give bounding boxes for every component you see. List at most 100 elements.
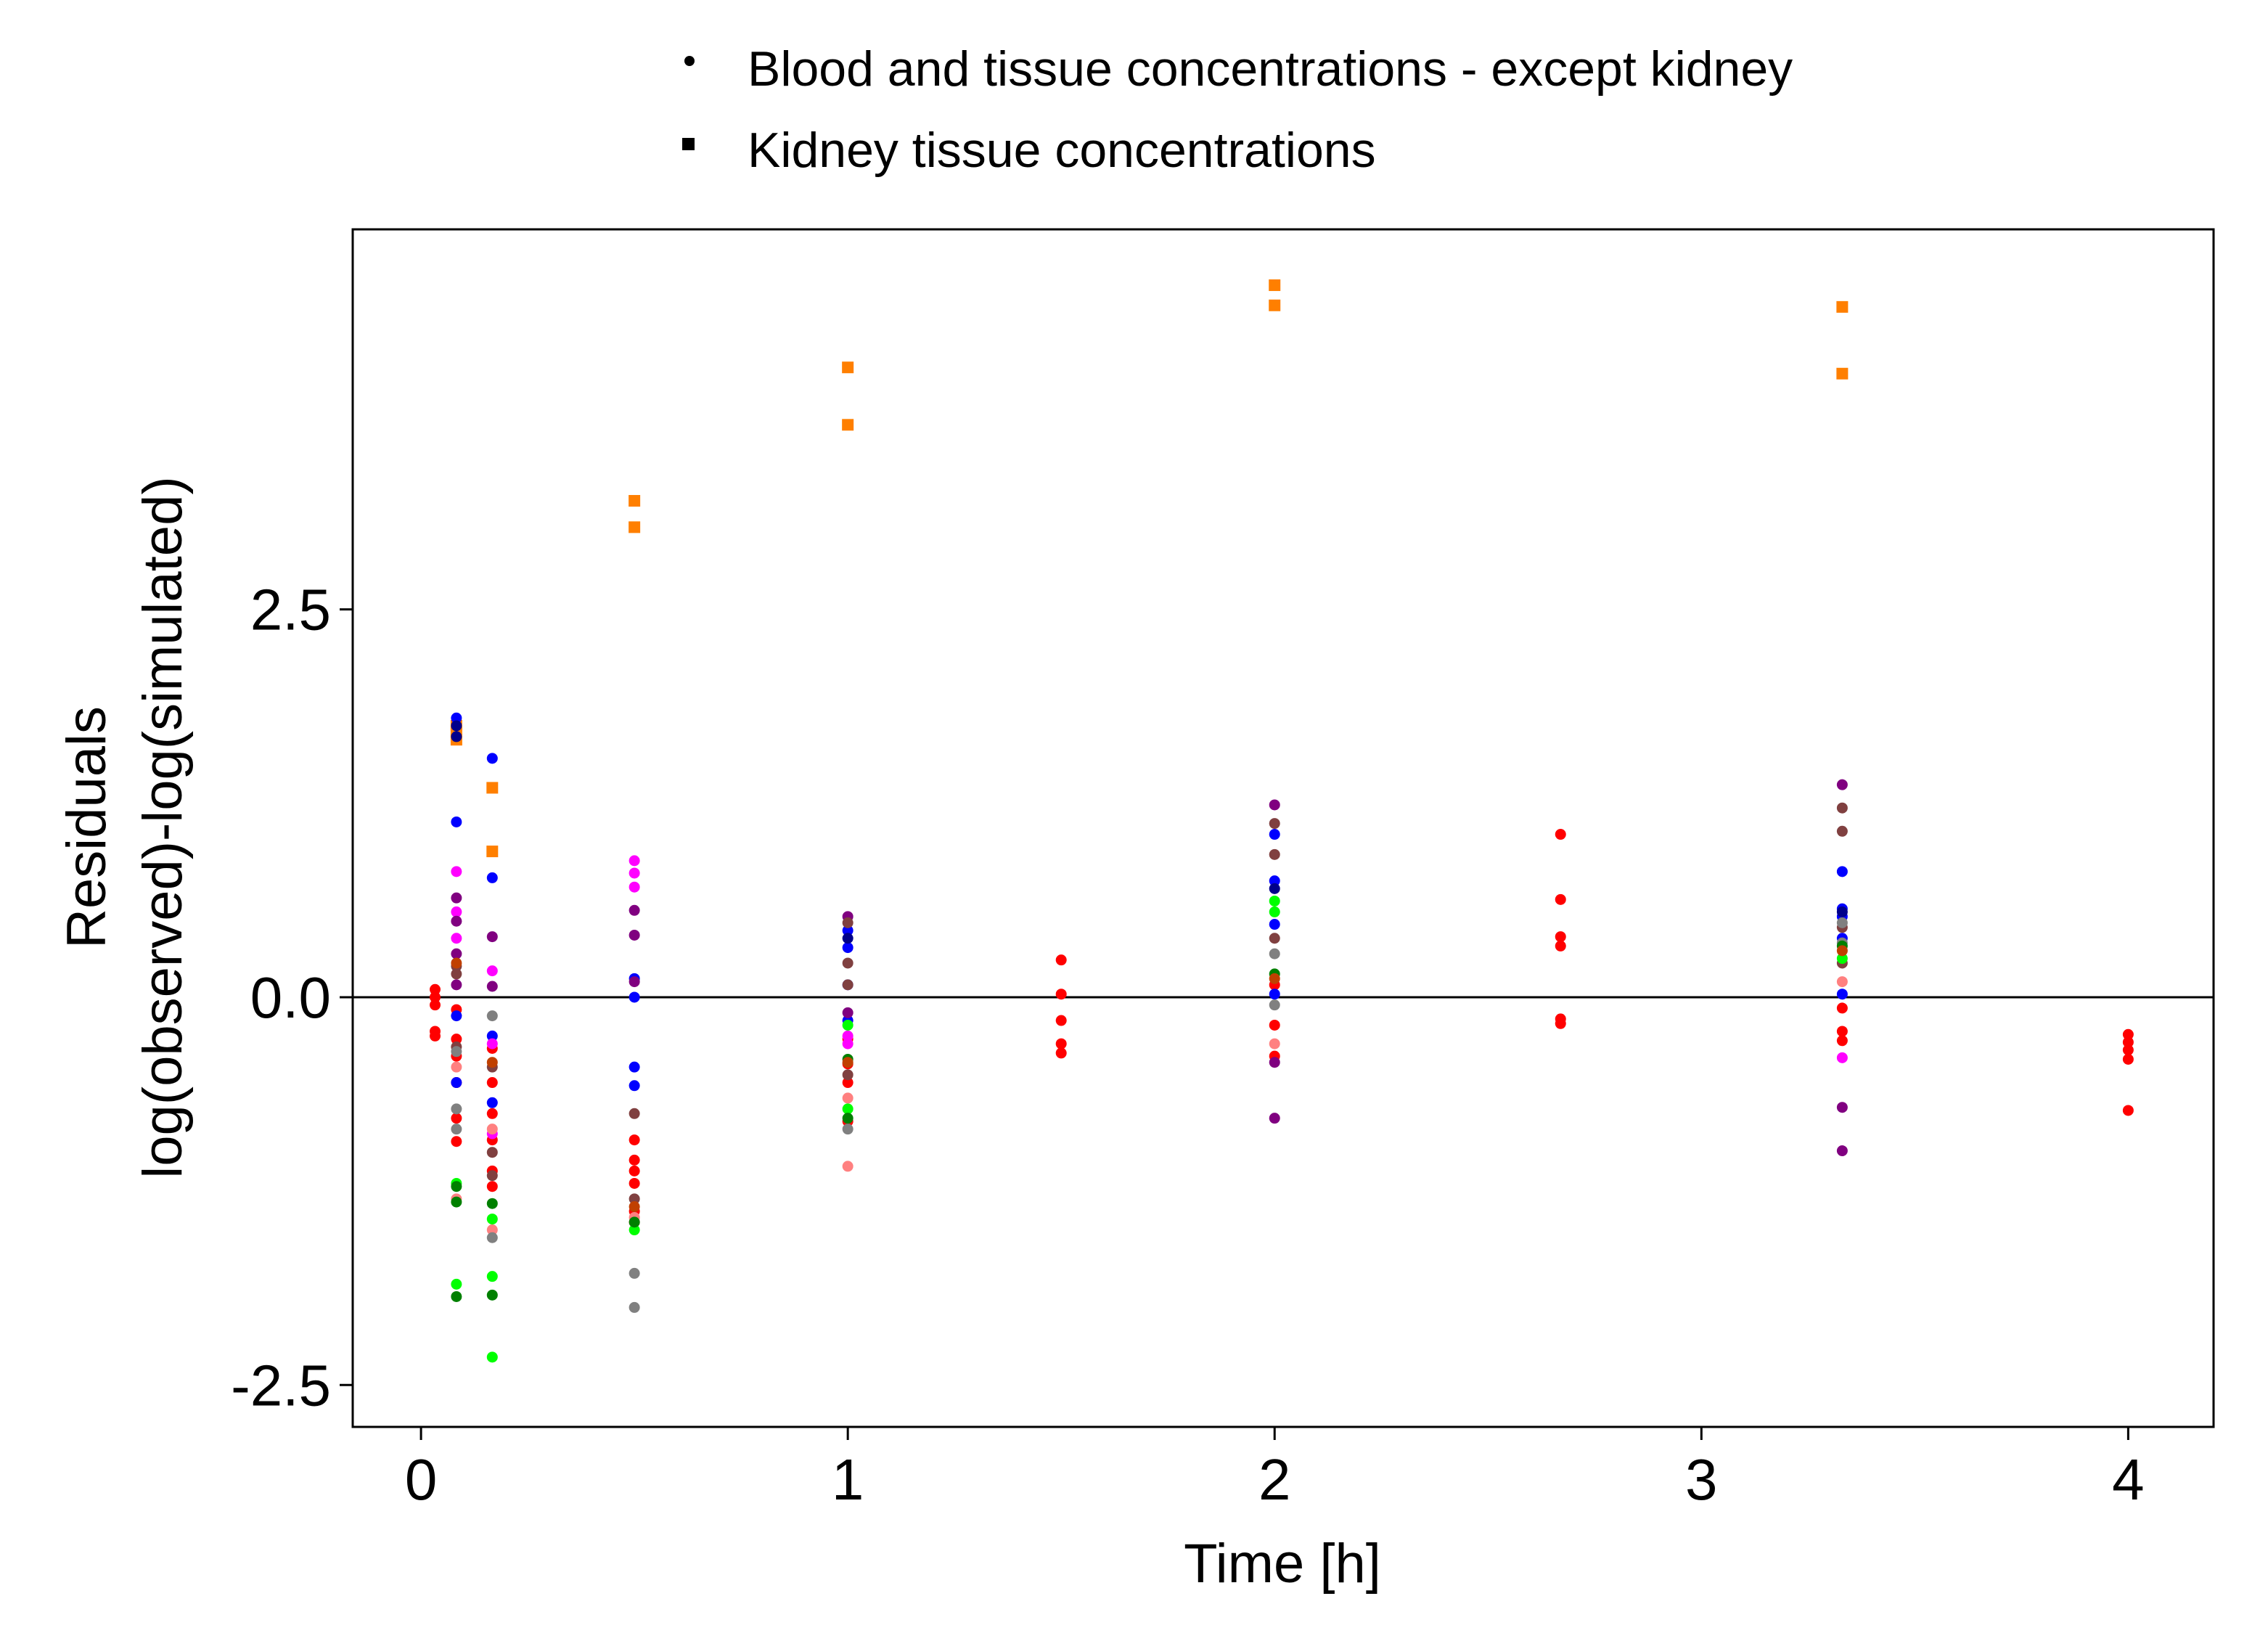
blood-tissue-data-point	[451, 1113, 462, 1124]
blood-tissue-data-point	[1269, 875, 1280, 887]
blood-tissue-data-point	[429, 983, 441, 995]
x-axis-title: Time [h]	[1184, 1533, 1381, 1595]
blood-tissue-data-point	[629, 1154, 640, 1166]
blood-tissue-data-point	[429, 999, 441, 1011]
blood-tissue-data-point	[1555, 931, 1566, 943]
data-points	[429, 279, 2134, 1363]
kidney-data-point	[1269, 279, 1281, 291]
blood-tissue-data-point	[629, 855, 640, 867]
blood-tissue-data-point	[842, 917, 853, 928]
blood-tissue-data-point	[842, 1092, 853, 1104]
blood-tissue-data-point	[451, 1196, 462, 1208]
axes: 0 1 2 3 4 -2.5 0.0 2.5	[231, 578, 2214, 1512]
blood-tissue-data-point	[1269, 1019, 1280, 1031]
blood-tissue-data-point	[1269, 1057, 1280, 1068]
blood-tissue-data-point	[1055, 1038, 1067, 1049]
blood-tissue-data-point	[629, 1165, 640, 1177]
blood-tissue-data-point	[1836, 906, 1848, 917]
blood-tissue-data-point	[842, 1069, 853, 1081]
blood-tissue-data-point	[486, 931, 498, 943]
blood-tissue-data-point	[629, 976, 640, 988]
blood-tissue-data-point	[1555, 940, 1566, 952]
blood-tissue-data-point	[1269, 973, 1280, 984]
blood-tissue-data-point	[1269, 919, 1280, 930]
x-tick-label: 2	[1258, 1447, 1291, 1512]
blood-tissue-data-point	[1555, 1018, 1566, 1029]
kidney-data-point	[629, 495, 641, 507]
blood-tissue-data-point	[842, 1007, 853, 1018]
blood-tissue-data-point	[629, 867, 640, 879]
blood-tissue-data-point	[1269, 1113, 1280, 1124]
x-tick-label: 3	[1685, 1447, 1718, 1512]
blood-tissue-data-point	[486, 1097, 498, 1108]
blood-tissue-data-point	[842, 1057, 853, 1068]
blood-tissue-data-point	[1836, 1052, 1848, 1063]
blood-tissue-data-point	[1269, 883, 1280, 894]
blood-tissue-data-point	[1836, 953, 1848, 965]
blood-tissue-data-point	[629, 881, 640, 893]
legend-square-marker	[682, 138, 695, 150]
blood-tissue-data-point	[1836, 1102, 1848, 1113]
blood-tissue-data-point	[486, 1030, 498, 1042]
blood-tissue-data-point	[629, 1134, 640, 1146]
blood-tissue-data-point	[486, 1181, 498, 1192]
blood-tissue-data-point	[1555, 829, 1566, 840]
kidney-data-point	[842, 419, 854, 431]
blood-tissue-data-point	[451, 712, 462, 724]
y-tick-label: -2.5	[231, 1353, 331, 1417]
blood-tissue-data-point	[451, 731, 462, 742]
blood-tissue-data-point	[429, 991, 441, 1003]
blood-tissue-data-point	[451, 1181, 462, 1192]
legend-label-kidney: Kidney tissue concentrations	[748, 123, 1376, 178]
blood-tissue-data-point	[486, 872, 498, 883]
y-axis-title: Residuals log(observed)-log(simulated)	[56, 476, 194, 1178]
blood-tissue-data-point	[486, 1077, 498, 1089]
blood-tissue-data-point	[842, 1113, 853, 1124]
blood-tissue-data-point	[451, 1077, 462, 1089]
blood-tissue-data-point	[1269, 818, 1280, 830]
blood-tissue-data-point	[451, 1124, 462, 1135]
legend-label-blood: Blood and tissue concentrations - except…	[748, 41, 1793, 97]
blood-tissue-data-point	[451, 1103, 462, 1115]
y-tick-label: 2.5	[250, 578, 331, 642]
blood-tissue-data-point	[486, 1108, 498, 1119]
legend: Blood and tissue concentrations - except…	[682, 41, 1793, 178]
blood-tissue-data-point	[1836, 779, 1848, 790]
blood-tissue-data-point	[486, 1124, 498, 1135]
blood-tissue-data-point	[1836, 976, 1848, 988]
blood-tissue-data-point	[2122, 1105, 2134, 1116]
plot-frame	[351, 228, 2215, 1428]
blood-tissue-data-point	[1269, 829, 1280, 840]
blood-tissue-data-point	[629, 1177, 640, 1189]
blood-tissue-data-point	[629, 1301, 640, 1313]
blood-tissue-data-point	[429, 1030, 441, 1042]
blood-tissue-data-point	[629, 1267, 640, 1279]
blood-tissue-data-point	[1055, 989, 1067, 1000]
blood-tissue-data-point	[486, 1147, 498, 1158]
blood-tissue-data-point	[451, 948, 462, 959]
blood-tissue-data-point	[451, 968, 462, 980]
blood-tissue-data-point	[486, 1170, 498, 1182]
blood-tissue-data-point	[1836, 825, 1848, 837]
blood-tissue-data-point	[1269, 933, 1280, 944]
blood-tissue-data-point	[842, 1103, 853, 1115]
kidney-data-point	[1269, 299, 1281, 311]
blood-tissue-data-point	[629, 1080, 640, 1092]
kidney-data-point	[1836, 367, 1849, 380]
blood-tissue-data-point	[1269, 1038, 1280, 1049]
blood-tissue-data-point	[486, 1038, 498, 1049]
blood-tissue-data-point	[1269, 948, 1280, 959]
blood-tissue-data-point	[451, 1046, 462, 1057]
blood-tissue-data-point	[842, 1030, 853, 1042]
blood-tissue-data-point	[486, 1057, 498, 1068]
blood-tissue-data-point	[1836, 945, 1848, 957]
blood-tissue-data-point	[486, 1289, 498, 1301]
blood-tissue-data-point	[1269, 906, 1280, 917]
blood-tissue-data-point	[486, 1271, 498, 1282]
kidney-data-point	[486, 782, 499, 794]
blood-tissue-data-point	[629, 1193, 640, 1205]
blood-tissue-data-point	[1836, 1026, 1848, 1037]
blood-tissue-data-point	[451, 816, 462, 827]
blood-tissue-data-point	[451, 906, 462, 917]
blood-tissue-data-point	[1836, 866, 1848, 877]
